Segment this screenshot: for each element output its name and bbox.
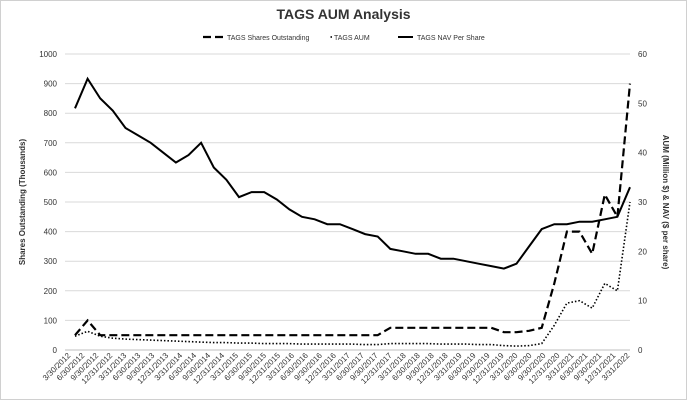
- y2-tick-label: 60: [638, 50, 647, 59]
- y-tick-label: 400: [44, 228, 58, 237]
- y2-tick-label: 50: [638, 99, 647, 108]
- series-line: [74, 76, 631, 270]
- chart-title: TAGS AUM Analysis: [276, 6, 411, 22]
- y-tick-label: 900: [44, 80, 58, 89]
- y-tick-label: 300: [44, 257, 58, 266]
- y2-tick-label: 30: [638, 198, 647, 207]
- y2-tick-label: 0: [638, 346, 643, 355]
- y2-tick-label: 10: [638, 297, 647, 306]
- y-tick-label: 700: [44, 139, 58, 148]
- y2-axis-title: AUM (Million $) & NAV ($ per share): [661, 135, 670, 270]
- y-tick-label: 1000: [39, 50, 57, 59]
- series-line: [74, 201, 631, 347]
- series-line: [74, 83, 632, 337]
- y-tick-label: 0: [53, 346, 58, 355]
- legend-label: TAGS AUM: [334, 35, 370, 42]
- y-tick-label: 100: [44, 316, 58, 325]
- legend-label: TAGS NAV Per Share: [417, 35, 485, 42]
- y-tick-label: 200: [44, 287, 58, 296]
- legend-label: TAGS Shares Outstanding: [227, 35, 309, 42]
- y-tick-label: 600: [44, 168, 58, 177]
- y-axis-title: Shares Outstanding (Thousands): [18, 139, 27, 266]
- y2-tick-label: 20: [638, 247, 647, 256]
- y2-tick-label: 40: [638, 149, 647, 158]
- y-tick-label: 500: [44, 198, 58, 207]
- y-tick-label: 800: [44, 109, 58, 118]
